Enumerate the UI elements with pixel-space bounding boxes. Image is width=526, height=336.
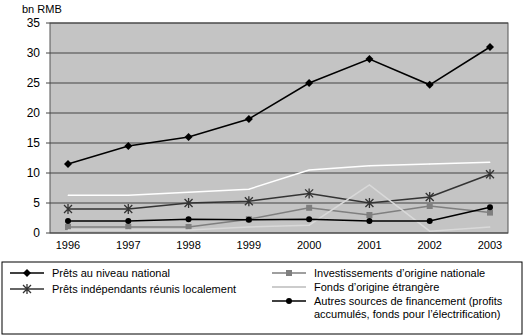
series-line <box>68 207 490 221</box>
x-tick-label: 1996 <box>56 239 80 251</box>
marker <box>486 169 494 179</box>
y-axis-label: bn RMB <box>22 3 62 15</box>
grid-line <box>50 53 508 54</box>
marker <box>246 217 252 223</box>
y-tick-label: 10 <box>27 166 41 180</box>
x-tick-label: 1997 <box>116 239 140 251</box>
x-tick-label: 1998 <box>176 239 200 251</box>
y-tick <box>46 113 50 114</box>
marker <box>306 205 312 211</box>
marker <box>365 198 373 208</box>
point <box>248 189 249 190</box>
marker <box>366 218 372 224</box>
grid-line <box>50 83 508 84</box>
point <box>68 195 69 196</box>
legend-marker <box>23 269 31 277</box>
grid-line <box>50 233 508 234</box>
point <box>309 225 310 226</box>
y-tick-label: 25 <box>27 76 41 90</box>
grid-line <box>50 203 508 204</box>
marker <box>427 203 433 209</box>
point <box>188 192 189 193</box>
point <box>490 227 491 228</box>
chart: bn RMB 0 5 10 15 20 25 30 35 1996 1997 1998 1999 2000… <box>0 0 526 336</box>
marker <box>125 218 131 224</box>
point <box>128 230 129 231</box>
grid-line <box>50 23 508 24</box>
y-tick <box>46 83 50 84</box>
y-tick <box>46 203 50 204</box>
marker <box>125 224 131 230</box>
marker <box>426 192 434 202</box>
point <box>248 227 249 228</box>
marker <box>365 55 373 63</box>
marker <box>65 218 71 224</box>
y-tick <box>46 23 50 24</box>
legend-label: Fonds d’origine étrangère <box>314 281 439 293</box>
marker <box>65 224 71 230</box>
marker <box>245 196 253 206</box>
marker <box>486 43 494 51</box>
series-line <box>68 162 490 195</box>
marker <box>64 204 72 214</box>
marker <box>64 160 72 168</box>
y-tick <box>46 53 50 54</box>
y-tick <box>46 233 50 234</box>
marker <box>186 224 192 230</box>
point <box>490 162 491 163</box>
legend-label: Prêts indépendants réunis localement <box>52 283 236 295</box>
point <box>369 165 370 166</box>
legend-label: Prêts au niveau national <box>52 267 170 279</box>
x-tick-label: 2003 <box>478 239 502 251</box>
x-tick-label: 2000 <box>297 239 321 251</box>
legend-marker <box>286 270 292 276</box>
legend-label: Autres sources de financement (profitsac… <box>314 295 503 320</box>
marker <box>185 133 193 141</box>
plot-area <box>50 23 508 233</box>
series-group <box>64 43 494 232</box>
marker <box>487 210 493 216</box>
marker <box>427 218 433 224</box>
marker <box>487 204 493 210</box>
y-tick-label: 35 <box>27 16 41 30</box>
y-tick-label: 20 <box>27 106 41 120</box>
legend-swatch <box>272 286 306 288</box>
grid-line <box>50 173 508 174</box>
legend-box <box>2 262 522 334</box>
y-tick-label: 5 <box>33 196 40 210</box>
legend-marker <box>23 284 31 294</box>
marker <box>246 216 252 222</box>
x-tick-label: 2002 <box>417 239 441 251</box>
marker <box>306 216 312 222</box>
point <box>128 195 129 196</box>
point <box>369 185 370 186</box>
point <box>188 230 189 231</box>
marker <box>186 216 192 222</box>
y-tick-label: 15 <box>27 136 41 150</box>
point <box>68 230 69 231</box>
x-tick-label: 2001 <box>357 239 381 251</box>
marker <box>245 115 253 123</box>
y-tick <box>46 143 50 144</box>
series-line <box>68 185 490 231</box>
legend-marker <box>286 298 292 304</box>
marker <box>124 204 132 214</box>
marker <box>185 198 193 208</box>
legend-label: Investissements d’origine nationale <box>314 267 485 279</box>
series-line <box>68 47 490 164</box>
y-tick <box>46 173 50 174</box>
grid-line <box>50 143 508 144</box>
x-tick-label: 1999 <box>237 239 261 251</box>
marker <box>366 212 372 218</box>
y-tick-label: 0 <box>33 226 40 240</box>
point <box>429 231 430 232</box>
marker <box>305 79 313 87</box>
marker <box>124 142 132 150</box>
point <box>429 164 430 165</box>
y-tick-label: 30 <box>27 46 41 60</box>
point <box>309 170 310 171</box>
marker <box>305 188 313 198</box>
marker <box>426 81 434 89</box>
grid-line <box>50 113 508 114</box>
